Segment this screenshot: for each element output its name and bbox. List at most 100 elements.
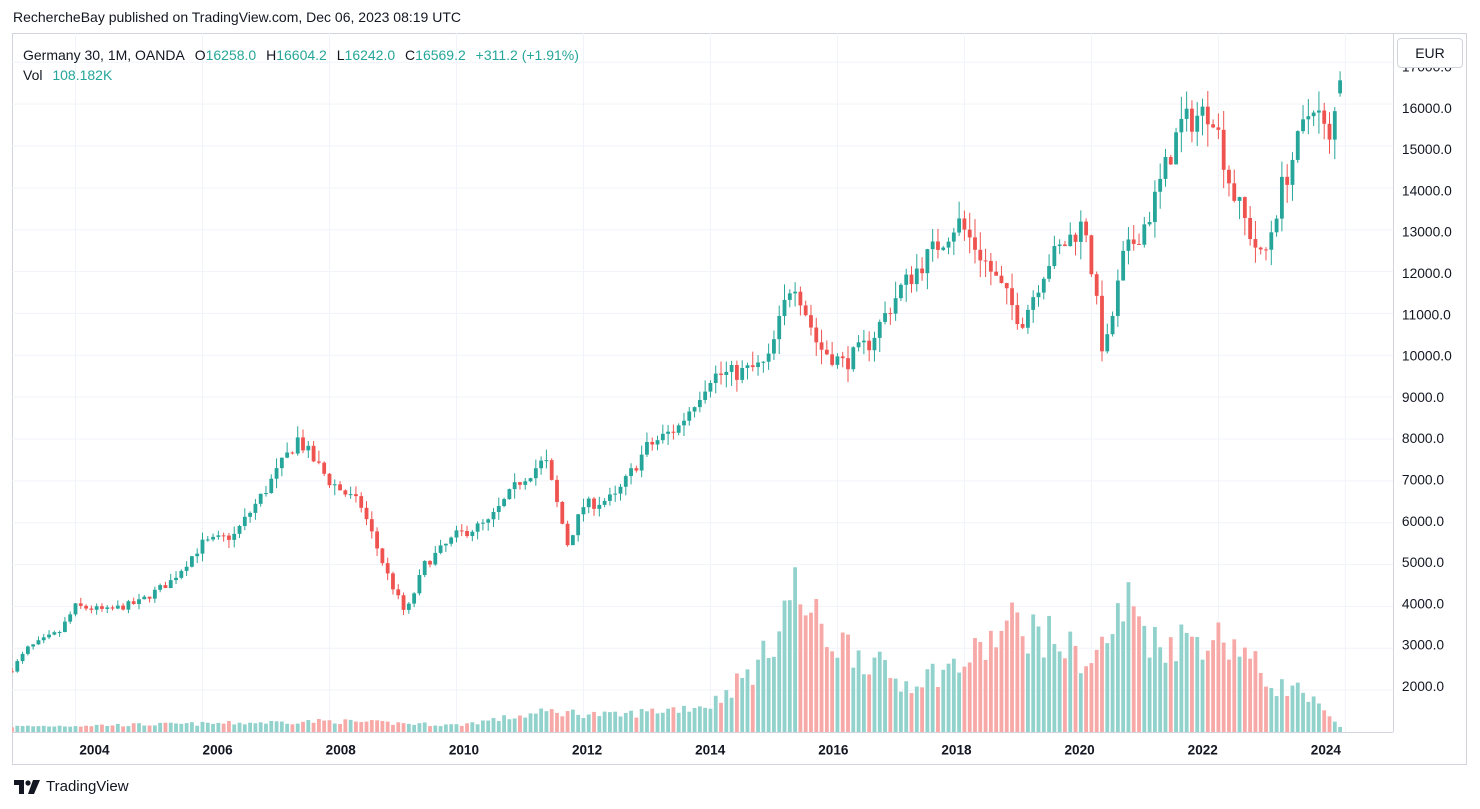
volume-bar bbox=[1063, 658, 1067, 732]
candle-body bbox=[888, 313, 893, 315]
volume-bar bbox=[311, 722, 316, 732]
volume-bar bbox=[872, 657, 877, 732]
volume-bar bbox=[1290, 685, 1295, 732]
volume-bar bbox=[1311, 696, 1316, 732]
candle-body bbox=[1306, 116, 1311, 120]
candle-body bbox=[179, 570, 184, 578]
volume-bar bbox=[115, 723, 120, 732]
volume-bar bbox=[253, 723, 258, 732]
volume-bar bbox=[380, 720, 385, 732]
volume-bar bbox=[607, 712, 612, 732]
volume-bar bbox=[227, 721, 231, 732]
volume-bar bbox=[549, 709, 554, 732]
candle-body bbox=[78, 603, 83, 606]
candle-body bbox=[253, 503, 258, 513]
volume-bar bbox=[1142, 625, 1147, 732]
volume-bar bbox=[1131, 606, 1136, 732]
volume-bar bbox=[740, 677, 745, 732]
price-axis[interactable]: 17000.016000.015000.014000.013000.012000… bbox=[1393, 33, 1467, 732]
candle-body bbox=[708, 382, 713, 392]
candle-body bbox=[787, 293, 792, 300]
candle-body bbox=[750, 365, 755, 368]
candle-body bbox=[100, 606, 104, 609]
candles bbox=[12, 71, 1342, 673]
volume-bar bbox=[1026, 653, 1030, 732]
y-tick-label: 15000.0 bbox=[1402, 141, 1452, 157]
y-tick-label: 4000.0 bbox=[1402, 595, 1445, 611]
volume-bar bbox=[650, 708, 655, 732]
volume-bar bbox=[1100, 636, 1104, 732]
volume-bar bbox=[809, 612, 813, 732]
volume-bar bbox=[200, 721, 205, 732]
volume-bar bbox=[920, 687, 924, 732]
x-tick-label: 2008 bbox=[326, 742, 357, 757]
volume-bar bbox=[618, 716, 623, 732]
candle-body bbox=[12, 671, 14, 673]
volume-bar bbox=[279, 721, 284, 732]
candle-body bbox=[359, 496, 364, 508]
volume-bar bbox=[539, 708, 544, 732]
y-tick-label: 9000.0 bbox=[1402, 389, 1445, 405]
volume-bar bbox=[343, 719, 348, 732]
volume-bar bbox=[861, 674, 866, 732]
candle-body bbox=[549, 460, 554, 480]
volume-bar bbox=[1295, 682, 1300, 732]
volume-bar bbox=[100, 724, 104, 732]
volume-bar bbox=[1147, 657, 1152, 732]
volume-bar bbox=[1237, 656, 1242, 732]
candle-body bbox=[914, 268, 919, 285]
candle-body bbox=[338, 484, 342, 491]
volume-bar bbox=[348, 719, 353, 732]
volume-bar bbox=[412, 724, 417, 732]
volume-bar bbox=[63, 726, 67, 732]
volume-bar bbox=[978, 641, 983, 732]
volume-bar bbox=[491, 718, 496, 732]
volume-bar bbox=[15, 725, 20, 732]
volume-bar bbox=[1301, 692, 1305, 732]
volume-bar bbox=[306, 720, 311, 732]
legend-high-value: 16604.2 bbox=[276, 47, 327, 63]
candle-body bbox=[1041, 278, 1046, 293]
candle-body bbox=[618, 486, 623, 494]
candle-body bbox=[1052, 246, 1057, 267]
volume-bar bbox=[1105, 643, 1110, 732]
volume-bar bbox=[756, 659, 760, 732]
volume-bar bbox=[1322, 710, 1327, 732]
currency-button[interactable]: EUR bbox=[1397, 38, 1463, 68]
candle-body bbox=[57, 632, 62, 634]
volume-bar bbox=[766, 657, 771, 732]
candle-body bbox=[380, 548, 385, 564]
time-axis[interactable]: 2004 2006 2008 2010 2012 2014 2016 2018 2020 2022… bbox=[12, 732, 1393, 765]
volume-bar bbox=[846, 634, 850, 732]
volume-bar bbox=[1221, 642, 1226, 732]
price-plot[interactable] bbox=[12, 33, 1393, 732]
candle-body bbox=[126, 601, 131, 610]
volume-bar bbox=[502, 715, 506, 732]
candle-body bbox=[840, 356, 845, 359]
volume-bar bbox=[274, 721, 279, 732]
volume-bar bbox=[465, 723, 469, 732]
candle-body bbox=[682, 420, 686, 426]
candle-body bbox=[211, 536, 215, 540]
volume-bar bbox=[68, 726, 73, 732]
candle-body bbox=[285, 452, 290, 458]
volume-bar bbox=[1279, 679, 1284, 732]
candle-body bbox=[470, 531, 475, 537]
volume-bar bbox=[73, 726, 78, 732]
candle-body bbox=[846, 358, 850, 370]
volume-bar bbox=[713, 695, 718, 732]
y-tick-label: 5000.0 bbox=[1402, 554, 1445, 570]
candle-body bbox=[539, 460, 544, 469]
volume-bar bbox=[682, 705, 686, 732]
candle-body bbox=[994, 271, 999, 276]
volume-bar bbox=[655, 713, 660, 732]
volume-bar bbox=[1227, 659, 1231, 732]
candle-body bbox=[835, 356, 840, 365]
legend-symbol[interactable]: Germany 30, 1M, OANDA bbox=[23, 47, 185, 63]
volume-bar bbox=[565, 711, 570, 732]
x-tick-label: 2020 bbox=[1065, 742, 1095, 757]
footer-brand[interactable]: TradingView bbox=[14, 778, 129, 795]
candle-body bbox=[184, 566, 189, 571]
candle-body bbox=[851, 347, 856, 370]
volume-bar bbox=[777, 631, 782, 732]
